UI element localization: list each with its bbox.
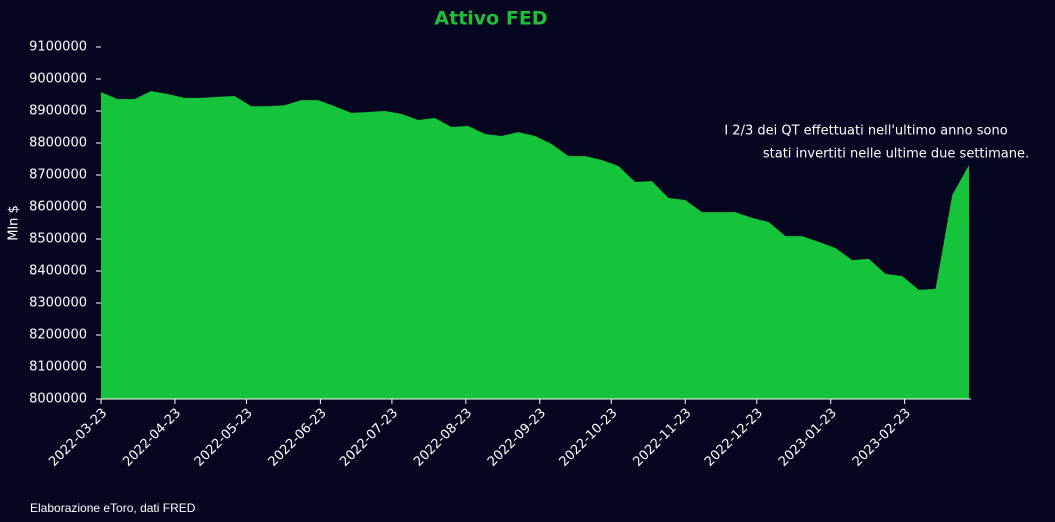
annotation: I 2/3 dei QT effettuati nell'ultimo anno…: [724, 124, 1007, 139]
y-tick-label: 8400000: [29, 264, 87, 279]
y-tick-label: 8800000: [29, 136, 87, 151]
y-tick-label: 8600000: [29, 200, 87, 215]
y-tick-label: 9000000: [29, 72, 87, 87]
y-tick-label: 8000000: [29, 392, 87, 407]
y-tick-label: 8200000: [29, 328, 87, 343]
y-tick-label: 9100000: [29, 40, 87, 55]
annotation: stati invertiti nelle ultime due settima…: [763, 147, 1029, 162]
chart-title: Attivo FED: [434, 8, 547, 30]
y-tick-label: 8700000: [29, 168, 87, 183]
y-tick-label: 8100000: [29, 360, 87, 375]
area: [101, 91, 969, 399]
y-tick-label: 8500000: [29, 232, 87, 247]
y-tick-label: 8900000: [29, 104, 87, 119]
source-note: Elaborazione eToro, dati FRED: [30, 501, 196, 515]
y-axis-label: Mln $: [7, 205, 22, 240]
y-tick-label: 8300000: [29, 296, 87, 311]
